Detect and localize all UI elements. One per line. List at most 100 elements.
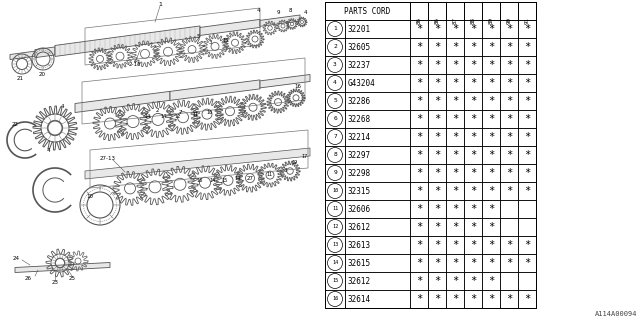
Text: *: * [434, 204, 440, 214]
Text: 18: 18 [223, 37, 229, 43]
Text: *: * [506, 240, 512, 250]
Text: 21: 21 [17, 76, 24, 81]
Bar [446, 290, 464, 308]
Bar [410, 182, 428, 200]
Bar [464, 92, 482, 110]
Bar [500, 20, 518, 38]
Bar [410, 128, 428, 146]
Text: *: * [434, 258, 440, 268]
Bar [500, 128, 518, 146]
Bar [464, 290, 482, 308]
Bar [500, 92, 518, 110]
Text: *: * [524, 150, 530, 160]
Text: *: * [506, 96, 512, 106]
Text: 8: 8 [288, 7, 292, 12]
Text: *: * [470, 42, 476, 52]
Text: *: * [452, 294, 458, 304]
Bar [410, 92, 428, 110]
Bar [482, 200, 500, 218]
Text: 89: 89 [488, 17, 493, 24]
Text: *: * [488, 42, 494, 52]
Bar [446, 128, 464, 146]
Text: *: * [506, 186, 512, 196]
Text: *: * [524, 96, 530, 106]
Text: *: * [470, 78, 476, 88]
Text: 15: 15 [332, 278, 338, 284]
Text: *: * [470, 60, 476, 70]
Text: 32201: 32201 [348, 25, 371, 34]
Bar [446, 218, 464, 236]
Bar [410, 56, 428, 74]
Text: *: * [416, 222, 422, 232]
Bar [410, 290, 428, 308]
Bar [482, 92, 500, 110]
Text: 14: 14 [235, 175, 241, 180]
Text: *: * [524, 258, 530, 268]
Bar [500, 74, 518, 92]
Bar [428, 200, 446, 218]
Text: 86: 86 [417, 17, 422, 24]
Text: 14: 14 [210, 178, 216, 182]
Text: *: * [416, 132, 422, 142]
Text: 32614: 32614 [348, 294, 371, 303]
Text: *: * [434, 42, 440, 52]
Bar [482, 146, 500, 164]
Polygon shape [55, 26, 200, 56]
Text: *: * [506, 42, 512, 52]
Text: *: * [488, 168, 494, 178]
Bar [464, 56, 482, 74]
Text: *: * [452, 24, 458, 34]
Text: *: * [434, 186, 440, 196]
Bar [446, 254, 464, 272]
Text: 26: 26 [24, 276, 31, 281]
Bar [518, 128, 536, 146]
Polygon shape [200, 20, 260, 36]
Text: 3: 3 [208, 39, 212, 44]
Text: *: * [524, 24, 530, 34]
Bar [345, 272, 410, 290]
Text: 27: 27 [246, 175, 253, 180]
Text: 6: 6 [333, 116, 337, 122]
Polygon shape [170, 80, 260, 100]
Text: 91: 91 [525, 17, 529, 24]
Bar [428, 272, 446, 290]
Bar [325, 20, 345, 38]
Text: *: * [470, 132, 476, 142]
Bar [518, 2, 536, 20]
Text: *: * [452, 60, 458, 70]
Bar [325, 254, 345, 272]
Text: 14: 14 [332, 260, 338, 266]
Text: 4: 4 [333, 81, 337, 85]
Text: *: * [452, 240, 458, 250]
Text: *: * [434, 78, 440, 88]
Text: *: * [488, 294, 494, 304]
Bar [428, 164, 446, 182]
Bar [325, 2, 536, 308]
Text: *: * [452, 168, 458, 178]
Bar [325, 200, 345, 218]
Bar [500, 164, 518, 182]
Bar [325, 146, 345, 164]
Bar [446, 38, 464, 56]
Text: 32298: 32298 [348, 169, 371, 178]
Text: 2-13: 2-13 [129, 62, 141, 68]
Text: 32315: 32315 [348, 187, 371, 196]
Text: *: * [470, 114, 476, 124]
Text: 16: 16 [332, 297, 338, 301]
Bar [518, 272, 536, 290]
Text: 8: 8 [284, 167, 287, 172]
Bar [518, 200, 536, 218]
Bar [518, 236, 536, 254]
Bar [428, 56, 446, 74]
Bar [428, 182, 446, 200]
Bar [464, 74, 482, 92]
Text: *: * [488, 204, 494, 214]
Text: *: * [470, 240, 476, 250]
Text: *: * [524, 294, 530, 304]
Text: *: * [470, 96, 476, 106]
Text: *: * [488, 258, 494, 268]
Text: *: * [506, 168, 512, 178]
Polygon shape [15, 262, 110, 273]
Text: *: * [452, 114, 458, 124]
Text: 16: 16 [207, 110, 213, 116]
